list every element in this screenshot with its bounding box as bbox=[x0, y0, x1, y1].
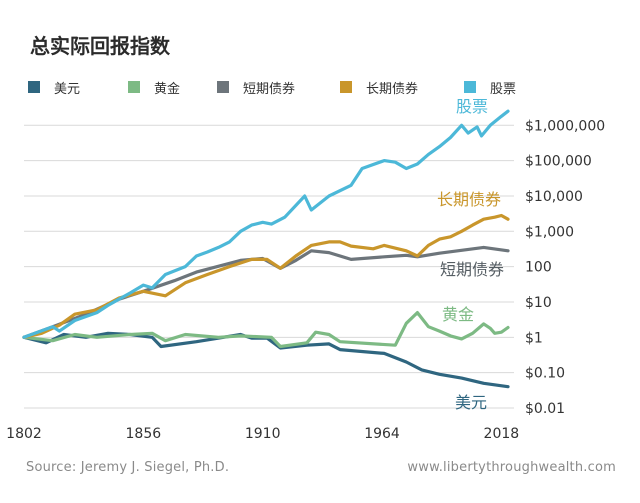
series-end-label-usd: 美元 bbox=[455, 393, 487, 412]
y-tick-label: $1 bbox=[525, 330, 543, 346]
x-tick-label: 1964 bbox=[364, 426, 400, 442]
series-end-label-gold: 黄金 bbox=[442, 305, 474, 324]
y-tick-label: $100,000 bbox=[525, 154, 592, 170]
x-tick-label: 1856 bbox=[126, 426, 162, 442]
website-link[interactable]: www.libertythroughwealth.com bbox=[407, 460, 616, 475]
legend-item-usd: 美元 bbox=[28, 78, 81, 97]
legend-swatch-stocks bbox=[464, 81, 476, 93]
y-tick-label: $0.01 bbox=[525, 401, 565, 417]
x-tick-label: 1802 bbox=[6, 426, 42, 442]
series-end-label-bonds: 长期债券 bbox=[437, 190, 501, 209]
legend-item-bonds: 长期债券 bbox=[340, 78, 419, 97]
label-layer: $0.01 $0.10 $1 $10 100 $1,000 $10,000 $100,000 $… bbox=[6, 97, 605, 442]
x-tick-label: 2018 bbox=[484, 426, 520, 442]
y-tick-label: 100 bbox=[525, 260, 552, 276]
y-tick-label: $0.10 bbox=[525, 366, 565, 382]
legend-label-bills: 短期债券 bbox=[243, 81, 296, 97]
series-line-gold bbox=[22, 311, 510, 349]
legend-item-stocks: 股票 bbox=[464, 78, 517, 97]
legend-label-bonds: 长期债券 bbox=[366, 81, 419, 97]
chart-title: 总实际回报指数 bbox=[30, 34, 170, 58]
legend-item-gold: 黄金 bbox=[128, 78, 181, 97]
source-note: Source: Jeremy J. Siegel, Ph.D. bbox=[26, 460, 230, 475]
legend-label-gold: 黄金 bbox=[154, 81, 181, 97]
series-end-label-stocks: 股票 bbox=[456, 97, 488, 116]
series-line-stocks bbox=[22, 109, 510, 339]
y-tick-label: $10,000 bbox=[525, 189, 583, 205]
y-tick-label: $1,000 bbox=[525, 224, 574, 240]
series-line-bonds bbox=[22, 213, 510, 339]
legend-item-bills: 短期债券 bbox=[217, 78, 296, 97]
series-end-label-bills: 短期债券 bbox=[440, 260, 504, 279]
legend-label-usd: 美元 bbox=[54, 81, 81, 97]
legend-swatch-gold bbox=[128, 81, 140, 93]
legend-label-stocks: 股票 bbox=[490, 81, 517, 97]
legend-swatch-bonds bbox=[340, 81, 352, 93]
y-tick-label: $1,000,000 bbox=[525, 118, 605, 134]
legend-swatch-usd bbox=[28, 81, 40, 93]
y-tick-label: $10 bbox=[525, 295, 552, 311]
x-tick-label: 1910 bbox=[245, 426, 281, 442]
chart-legend: 美元 黄金 短期债券 长期债券 股票 bbox=[28, 78, 588, 97]
legend-swatch-bills bbox=[217, 81, 229, 93]
series-layer bbox=[22, 109, 510, 389]
series-line-usd bbox=[22, 331, 510, 389]
